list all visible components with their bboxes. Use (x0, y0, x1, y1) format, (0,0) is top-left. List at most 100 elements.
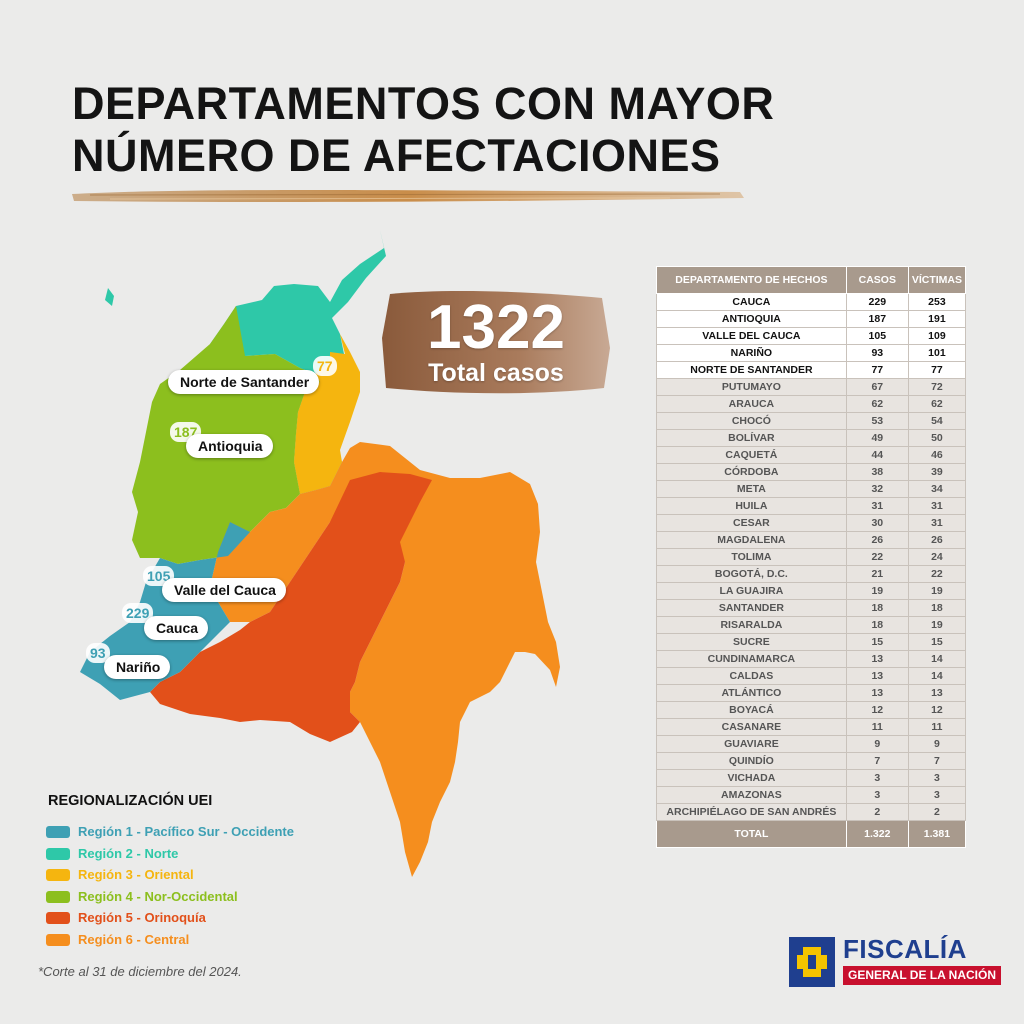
cell-cases: 31 (845, 497, 909, 515)
cell-victims: 31 (907, 497, 967, 515)
cell-cases: 229 (845, 293, 909, 311)
legend-label: Región 2 - Norte (78, 845, 179, 861)
legend-item: Región 6 - Central (46, 931, 212, 953)
legend-swatch (46, 847, 70, 860)
table-row: CESAR 30 31 (656, 514, 967, 532)
cell-department: META (656, 480, 847, 498)
total-brush-background (382, 291, 610, 394)
table-row: LA GUAJIRA 19 19 (656, 582, 967, 600)
cell-department: VICHADA (656, 769, 847, 787)
logo-subtitle: GENERAL DE LA NACIÓN (843, 966, 1002, 985)
cell-cases: 32 (845, 480, 909, 498)
cell-victims: 31 (907, 514, 967, 532)
table-row: RISARALDA 18 19 (656, 616, 967, 634)
cell-cases: 77 (845, 361, 909, 379)
total-row-label: TOTAL (656, 820, 847, 848)
cell-cases: 13 (845, 667, 909, 685)
legend-items: Región 1 - Pacífico Sur - Occidente Regió… (46, 823, 294, 953)
cell-cases: 3 (845, 769, 909, 787)
cell-cases: 22 (845, 548, 909, 566)
legend-label: Región 6 - Central (78, 931, 190, 947)
table-row: CASANARE 11 11 (656, 718, 967, 736)
cell-department: QUINDÍO (656, 752, 847, 770)
cell-cases: 13 (845, 650, 909, 668)
legend-swatch (46, 826, 70, 838)
legend-label: Región 5 - Orinoquía (78, 910, 206, 926)
cell-department: AMAZONAS (656, 786, 847, 804)
table-total-row: TOTAL 1.322 1.381 (656, 820, 967, 848)
total-cases-number: 1322 (427, 293, 565, 362)
cell-victims: 2 (907, 803, 967, 821)
legend-item: Región 1 - Pacífico Sur - Occidente (46, 823, 294, 845)
logo-emblem-icon (789, 937, 835, 987)
table-row: CALDAS 13 14 (656, 667, 967, 685)
cell-department: CALDAS (656, 667, 847, 685)
table-row: NORTE DE SANTANDER 77 77 (656, 361, 967, 379)
cases-by-department-table: DEPARTAMENTO DE HECHOS CASOS VÍCTIMAS CA… (656, 266, 967, 848)
col-victims-header: VÍCTIMAS (907, 266, 967, 294)
cell-victims: 19 (907, 616, 967, 634)
table-row: CÓRDOBA 38 39 (656, 463, 967, 481)
title-brush-divider (72, 190, 744, 202)
cell-victims: 3 (907, 769, 967, 787)
cell-victims: 14 (907, 667, 967, 685)
table-row: ARAUCA 62 62 (656, 395, 967, 413)
cell-victims: 109 (907, 327, 967, 345)
cell-department: BOGOTÁ, D.C. (656, 565, 847, 583)
region-6-central (212, 442, 560, 877)
table-row: BOLÍVAR 49 50 (656, 429, 967, 447)
legend-label: Región 4 - Nor-Occidental (78, 888, 238, 904)
cell-cases: 2 (845, 803, 909, 821)
table-row: VICHADA 3 3 (656, 769, 967, 787)
total-cases-label: Total casos (428, 359, 564, 387)
table-body: CAUCA 229 253 ANTIOQUIA 187 191 VALLE DEL CAUC… (656, 293, 967, 821)
cell-victims: 77 (907, 361, 967, 379)
table-row: BOYACÁ 12 12 (656, 701, 967, 719)
callout-value-narino: 93 (86, 643, 110, 663)
table-row: ARCHIPIÉLAGO DE SAN ANDRÉS 2 2 (656, 803, 967, 821)
region-2-norte (105, 230, 386, 494)
cell-cases: 13 (845, 684, 909, 702)
cutoff-footnote: *Corte al 31 de diciembre del 2024. (38, 964, 242, 979)
callout-valle-del-cauca: Valle del Cauca (162, 578, 286, 602)
cell-cases: 53 (845, 412, 909, 430)
legend-label: Región 1 - Pacífico Sur - Occidente (78, 824, 294, 839)
cell-cases: 3 (845, 786, 909, 804)
total-row-cases: 1.322 (845, 820, 909, 848)
legend-swatch (46, 869, 70, 882)
cell-victims: 101 (907, 344, 967, 362)
table-row: META 32 34 (656, 480, 967, 498)
callout-value-norte-de-santander: 77 (313, 356, 337, 376)
cell-cases: 19 (845, 582, 909, 600)
cell-cases: 44 (845, 446, 909, 464)
cell-department: LA GUAJIRA (656, 582, 847, 600)
cell-department: CESAR (656, 514, 847, 532)
total-cases-card: 1322 Total casos (380, 288, 612, 396)
cell-department: ANTIOQUIA (656, 310, 847, 328)
cell-cases: 18 (845, 616, 909, 634)
cell-department: MAGDALENA (656, 531, 847, 549)
table-row: CAUCA 229 253 (656, 293, 967, 311)
table-row: SANTANDER 18 18 (656, 599, 967, 617)
cell-cases: 11 (845, 718, 909, 736)
table-row: CUNDINAMARCA 13 14 (656, 650, 967, 668)
table-row: AMAZONAS 3 3 (656, 786, 967, 804)
cell-department: VALLE DEL CAUCA (656, 327, 847, 345)
callout-value-cauca: 229 (122, 603, 154, 623)
cell-victims: 72 (907, 378, 967, 396)
callout-norte-de-santander: Norte de Santander (168, 370, 320, 394)
table-row: PUTUMAYO 67 72 (656, 378, 967, 396)
cell-cases: 7 (845, 752, 909, 770)
region-5-orinoquia (150, 472, 432, 742)
legend-swatch (46, 890, 70, 903)
table-row: CHOCÓ 53 54 (656, 412, 967, 430)
callout-cauca: Cauca (144, 616, 209, 640)
legend-item: Región 2 - Norte (46, 845, 212, 867)
region-3-oriental (294, 334, 360, 494)
cell-cases: 15 (845, 633, 909, 651)
legend-item: Región 5 - Orinoquía (46, 909, 212, 931)
cell-department: GUAVIARE (656, 735, 847, 753)
legend-item: Región 4 - Nor-Occidental (46, 888, 238, 910)
cell-cases: 21 (845, 565, 909, 583)
cell-department: RISARALDA (656, 616, 847, 634)
